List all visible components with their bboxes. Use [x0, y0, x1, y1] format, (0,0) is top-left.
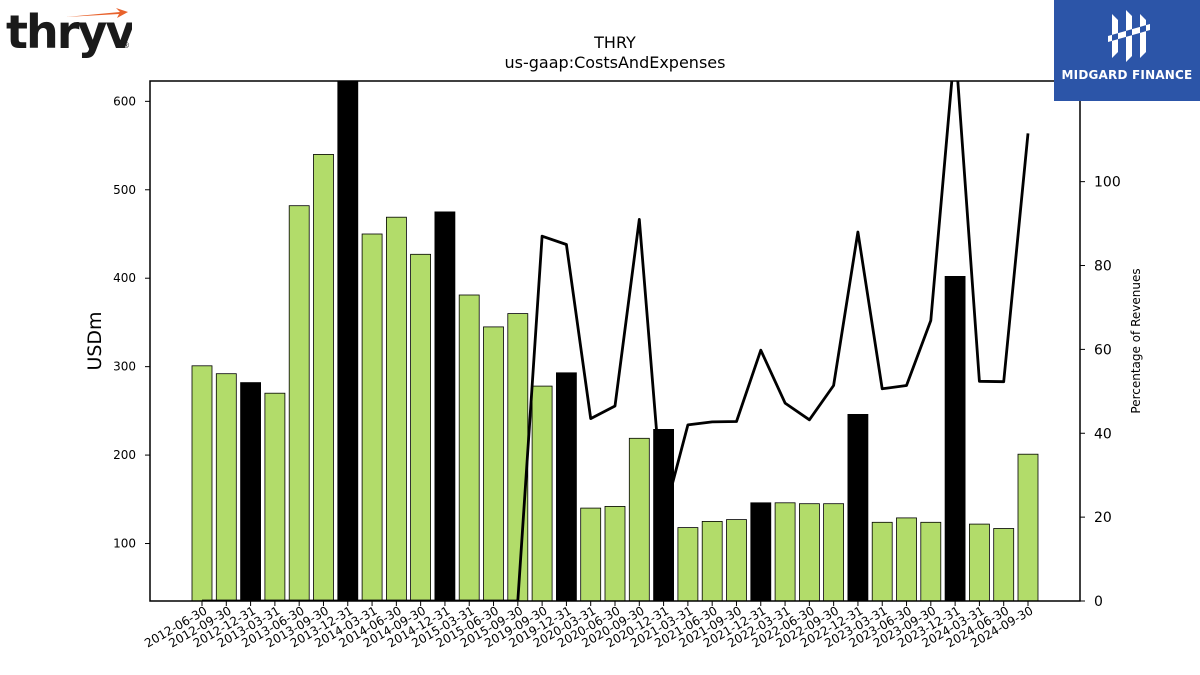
- bar-2019-12-31: [556, 372, 577, 601]
- bar-2020-03-31: [580, 507, 602, 601]
- midgard-finance-logo-text: MIDGARD FINANCE: [1061, 68, 1193, 82]
- y2-axis-label: Percentage of Revenues: [1129, 268, 1143, 413]
- bar-2024-06-30: [993, 528, 1015, 601]
- bar-2014-03-31: [361, 233, 383, 601]
- bar-2019-09-30: [531, 385, 553, 601]
- y-tick-label: 200: [113, 448, 136, 462]
- right-axis: 0 20 40 60 80 100: [1080, 175, 1121, 610]
- left-axis: 100 200 300 400 500 600: [113, 94, 150, 551]
- bar-2021-06-30: [701, 521, 723, 601]
- y-tick-label: 600: [113, 94, 136, 108]
- y2-tick-label: 40: [1094, 426, 1112, 442]
- bar-2013-03-31: [264, 392, 286, 601]
- bar-2023-06-30: [896, 517, 917, 601]
- chart-title: THRY: [593, 33, 636, 52]
- y-axis-label: USDm: [84, 311, 106, 370]
- thryv-arrow-icon: [66, 8, 128, 18]
- bars-layer: [191, 81, 1039, 601]
- bar-2023-09-30: [920, 521, 942, 601]
- y-tick-label: 300: [113, 360, 136, 374]
- bar-2012-12-31: [240, 382, 262, 601]
- y2-tick-label: 20: [1094, 510, 1112, 526]
- bar-2023-03-31: [871, 521, 893, 601]
- bar-2022-03-31: [774, 502, 796, 601]
- bar-2012-06-30: [191, 365, 213, 601]
- bar-2020-09-30: [628, 437, 650, 601]
- bar-2014-12-31: [434, 211, 456, 601]
- chart-subtitle: us-gaap:CostsAndExpenses: [505, 53, 726, 72]
- thryv-logo: thryv ®: [4, 4, 137, 60]
- y2-tick-label: 0: [1094, 594, 1103, 610]
- bar-2012-09-30: [215, 373, 237, 601]
- bar-2015-03-31: [458, 294, 480, 601]
- bar-2024-09-30: [1017, 453, 1039, 601]
- y2-tick-label: 60: [1094, 342, 1112, 358]
- bar-2013-06-30: [288, 205, 310, 601]
- bar-2013-12-31: [337, 81, 359, 601]
- y-tick-label: 500: [113, 183, 136, 197]
- bar-2013-09-30: [313, 153, 334, 601]
- bar-2022-06-30: [799, 503, 820, 601]
- midgard-finance-logo: MIDGARD FINANCE: [1054, 0, 1200, 101]
- y2-tick-label: 80: [1094, 259, 1112, 275]
- bar-2015-09-30: [507, 313, 529, 601]
- bar-2014-09-30: [410, 253, 432, 601]
- bar-2020-06-30: [604, 505, 626, 601]
- bar-2023-12-31: [944, 275, 966, 601]
- y-tick-label: 100: [113, 537, 136, 551]
- bar-2022-12-31: [847, 413, 869, 601]
- bar-2021-03-31: [677, 527, 699, 601]
- midgard-emblem-icon: [1108, 10, 1150, 62]
- bar-2021-12-31: [750, 502, 772, 601]
- bar-2014-06-30: [385, 216, 407, 601]
- y2-tick-label: 100: [1094, 175, 1121, 191]
- line-layer: [202, 81, 1030, 601]
- bar-2022-09-30: [823, 503, 844, 601]
- x-axis: 2012-06-302012-09-302012-12-312013-03-31…: [142, 601, 1036, 650]
- y-tick-label: 400: [113, 271, 136, 285]
- bar-2015-06-30: [483, 326, 504, 601]
- bar-2021-09-30: [726, 519, 747, 601]
- thryv-logo-mark: ®: [122, 41, 130, 50]
- percentage-line: [202, 81, 1030, 601]
- bar-2024-03-31: [969, 523, 990, 601]
